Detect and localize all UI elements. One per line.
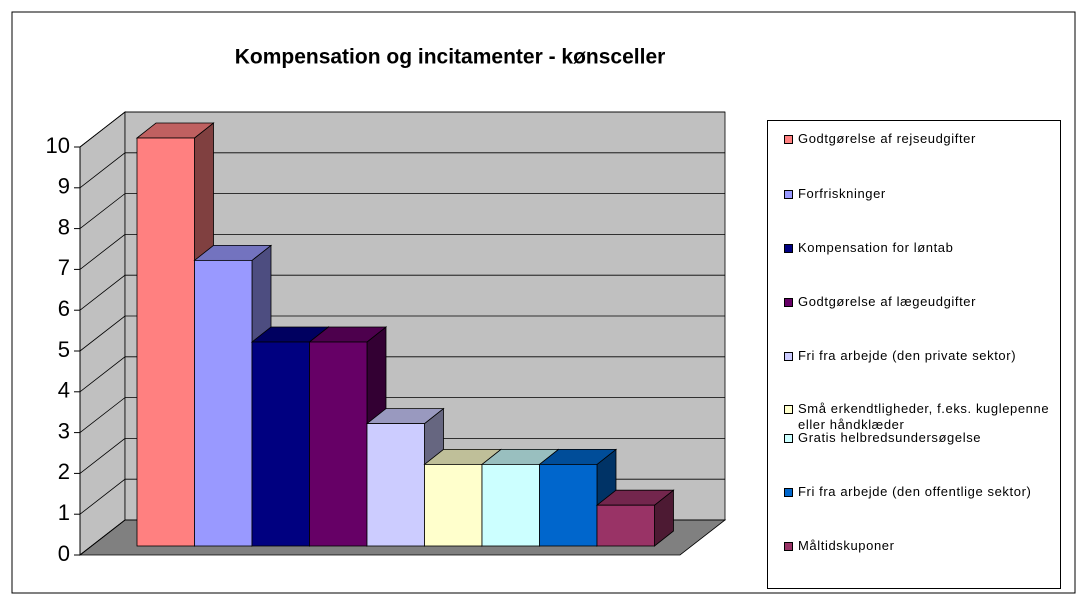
grid-line: [79, 152, 725, 189]
legend-item: Godtgørelse af lægeudgifter: [784, 294, 1068, 310]
legend-item: Fri fra arbejde (den private sektor): [784, 348, 1068, 364]
grid-line: [79, 111, 725, 148]
legend-label: Små erkendtligheder, f.eks. kuglepenne e…: [798, 401, 1050, 432]
y-tick-label: 0: [58, 541, 70, 566]
legend-swatch: [784, 434, 793, 443]
bar: [424, 463, 483, 547]
legend-swatch: [784, 352, 793, 361]
legend: Godtgørelse af rejseudgifter Forfriskning…: [767, 120, 1061, 589]
legend-item: Forfriskninger: [784, 186, 1068, 202]
y-tick-label: 9: [58, 174, 70, 199]
bar: [194, 259, 253, 547]
y-tick-label: 3: [58, 418, 70, 443]
legend-item: Fri fra arbejde (den offentlige sektor): [784, 484, 1068, 500]
legend-swatch: [784, 244, 793, 253]
legend-label: Fri fra arbejde (den private sektor): [798, 348, 1017, 363]
bar: [596, 504, 655, 547]
grid-line: [79, 397, 725, 433]
legend-label: Kompensation for løntab: [798, 240, 954, 255]
bar: [251, 341, 310, 547]
legend-swatch: [784, 298, 793, 307]
legend-label: Godtgørelse af lægeudgifter: [798, 294, 977, 309]
bar: [366, 423, 425, 547]
legend-label: Gratis helbredsundersøgelse: [798, 430, 982, 445]
grid-line: [79, 315, 725, 352]
legend-swatch: [784, 542, 793, 551]
y-tick-label: 6: [58, 296, 70, 321]
y-tick-label: 1: [58, 500, 70, 525]
legend-swatch: [784, 488, 793, 497]
grid-line: [79, 233, 725, 270]
y-tick-label: 8: [58, 214, 70, 239]
grid-line: [79, 193, 725, 229]
legend-swatch: [784, 190, 793, 199]
grid-line: [79, 356, 725, 393]
y-tick-label: 4: [58, 378, 70, 403]
legend-label: Godtgørelse af rejseudgifter: [798, 131, 976, 146]
y-tick-label: 7: [58, 255, 70, 280]
bar: [309, 341, 368, 547]
bar: [539, 463, 598, 547]
legend-item: Kompensation for løntab: [784, 240, 1068, 256]
legend-item: Gratis helbredsundersøgelse: [784, 430, 1068, 446]
legend-item: Måltidskuponer: [784, 538, 1068, 554]
chart-title: Kompensation og incitamenter - kønscelle…: [235, 46, 666, 69]
bar: [136, 137, 195, 547]
legend-label: Måltidskuponer: [798, 538, 895, 553]
legend-item: Små erkendtligheder, f.eks. kuglepenne e…: [784, 401, 1068, 433]
y-tick-label: 2: [58, 459, 70, 484]
y-tick-label: 5: [58, 337, 70, 362]
legend-swatch: [784, 405, 793, 414]
legend-label: Forfriskninger: [798, 186, 886, 201]
grid-line: [79, 437, 725, 474]
legend-label: Fri fra arbejde (den offentlige sektor): [798, 484, 1032, 499]
y-tick-label: 10: [46, 133, 70, 158]
legend-item: Godtgørelse af rejseudgifter: [784, 131, 1068, 147]
legend-swatch: [784, 135, 793, 144]
grid-line: [79, 274, 725, 311]
bar: [481, 463, 540, 547]
